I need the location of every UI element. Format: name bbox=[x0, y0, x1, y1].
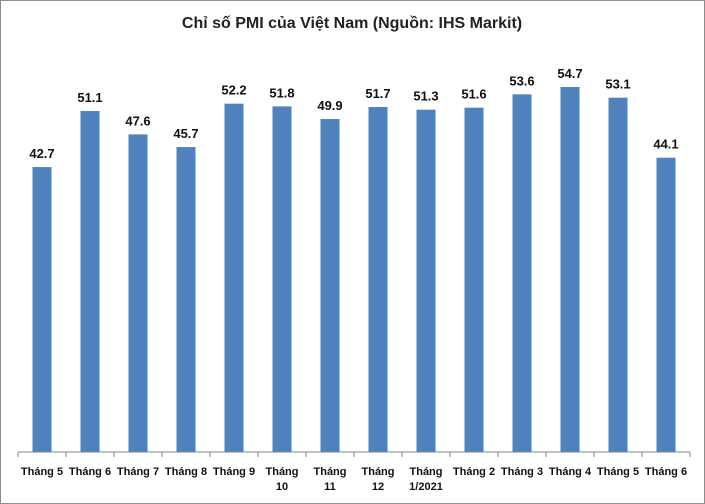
x-tick-label: Tháng 7 bbox=[117, 466, 159, 478]
bar bbox=[560, 87, 580, 452]
x-tick-label: Tháng 9 bbox=[213, 466, 255, 478]
bar bbox=[320, 119, 340, 453]
x-tick-label: Tháng 6 bbox=[69, 466, 111, 478]
x-tick-label: Tháng 4 bbox=[549, 466, 592, 478]
bar bbox=[128, 134, 148, 453]
data-label: 52.2 bbox=[221, 83, 246, 98]
x-tick-label: Tháng 5 bbox=[597, 466, 639, 478]
x-tick-label: Tháng 6 bbox=[645, 466, 687, 478]
bar bbox=[32, 167, 52, 452]
data-label: 53.6 bbox=[509, 73, 534, 88]
x-tick-label: Tháng 12 bbox=[362, 466, 395, 493]
data-label: 51.1 bbox=[77, 90, 102, 105]
bars-layer bbox=[32, 87, 676, 453]
bar bbox=[608, 97, 628, 452]
bar bbox=[368, 107, 388, 452]
bar bbox=[512, 94, 532, 453]
bar bbox=[416, 109, 436, 453]
data-label: 42.7 bbox=[29, 146, 54, 161]
data-label: 51.8 bbox=[269, 85, 294, 100]
x-tick-label: Tháng 3 bbox=[501, 466, 543, 478]
bar bbox=[80, 111, 100, 452]
x-axis-ticks-layer bbox=[17, 452, 691, 457]
bar bbox=[224, 103, 244, 453]
data-labels-layer: 42.7 51.1 47.6 45.7 52.2 51.8 49.9 51.7 51.3 51.6… bbox=[29, 66, 678, 161]
data-label: 53.1 bbox=[605, 77, 630, 92]
x-tick-label: Tháng 10 bbox=[266, 466, 299, 493]
x-tick-label: Tháng 2 bbox=[453, 466, 495, 478]
data-label: 49.9 bbox=[317, 98, 342, 113]
x-tick-label: Tháng 5 bbox=[21, 466, 63, 478]
x-axis-tick-labels-layer: Tháng 5 Tháng 6 Tháng 7 Tháng 8 Tháng 9 Tháng… bbox=[21, 466, 687, 493]
bar bbox=[176, 147, 196, 452]
data-label: 51.7 bbox=[365, 86, 390, 101]
data-label: 54.7 bbox=[557, 66, 582, 81]
bar bbox=[656, 157, 676, 452]
data-label: 51.3 bbox=[413, 89, 438, 104]
x-tick-label: Tháng 11 bbox=[314, 466, 347, 493]
data-label: 51.6 bbox=[461, 87, 486, 102]
chart-title: Chỉ số PMI của Việt Nam (Nguồn: IHS Mark… bbox=[182, 15, 522, 32]
x-tick-label: Tháng 1/2021 bbox=[409, 466, 443, 493]
data-label: 44.1 bbox=[653, 137, 678, 152]
data-label: 47.6 bbox=[125, 113, 150, 128]
data-label: 45.7 bbox=[173, 126, 198, 141]
bar bbox=[272, 106, 292, 452]
bar bbox=[464, 107, 484, 453]
x-tick-label: Tháng 8 bbox=[165, 466, 207, 478]
